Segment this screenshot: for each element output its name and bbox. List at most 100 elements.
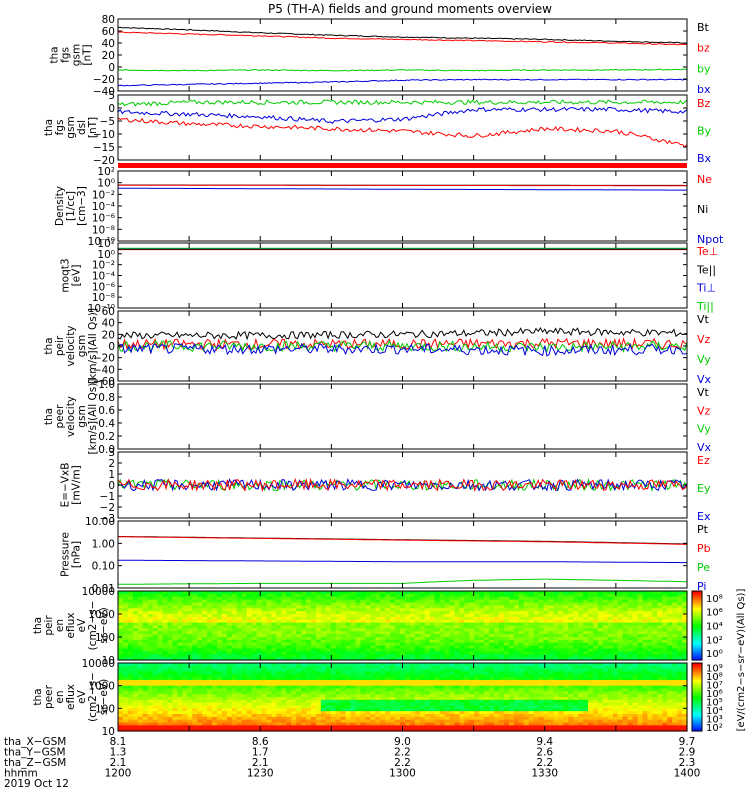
- spectrogram-cell: [414, 663, 421, 667]
- spectrogram-cell: [563, 637, 569, 641]
- spectrogram-cell: [355, 591, 362, 595]
- spectrogram-cell: [142, 654, 149, 658]
- spectrogram-cell: [370, 602, 376, 606]
- spectrogram-cell: [132, 596, 139, 601]
- spectrogram-cell: [548, 599, 555, 604]
- spectrogram-cell: [320, 593, 327, 598]
- legend-by: by: [697, 62, 711, 75]
- spectrogram-cell: [325, 680, 332, 684]
- spectrogram-cell: [350, 628, 357, 632]
- spectrogram-cell: [157, 596, 164, 601]
- spectrogram-cell: [459, 697, 465, 701]
- spectrogram-cell: [118, 694, 124, 698]
- spectrogram-cell: [592, 622, 599, 627]
- spectrogram-cell: [202, 671, 208, 675]
- spectrogram-cell: [498, 591, 505, 595]
- spectrogram-cell: [132, 593, 139, 598]
- spectrogram-cell: [118, 657, 124, 661]
- spectrogram-cell: [122, 665, 129, 670]
- spectrogram-cell: [296, 637, 302, 641]
- spectrogram-cell: [489, 657, 495, 661]
- spectrogram-cell: [241, 657, 248, 661]
- spectrogram-cell: [281, 637, 287, 641]
- legend-Te⊥: Te⊥: [696, 245, 718, 258]
- y-tick-label: 40: [102, 38, 115, 50]
- spectrogram-cell: [409, 608, 416, 612]
- spectrogram-cell: [390, 680, 396, 684]
- spectrogram-cell: [627, 665, 634, 670]
- spectrogram-cell: [424, 614, 431, 618]
- spectrogram-cell: [543, 677, 550, 681]
- spectrogram-cell: [137, 596, 144, 601]
- spectrogram-cell: [365, 622, 371, 627]
- spectrogram-cell: [513, 628, 520, 632]
- spectrogram-cell: [286, 631, 292, 635]
- spectrogram-cell: [429, 702, 436, 707]
- spectrogram-cell: [677, 651, 683, 655]
- spectrogram-cell: [301, 688, 307, 692]
- spectrogram-cell: [122, 616, 129, 621]
- spectrogram-cell: [162, 682, 169, 687]
- spectrogram-cell: [375, 702, 381, 707]
- spectrogram-cell: [667, 657, 673, 661]
- spectrogram-cell: [444, 634, 451, 638]
- spectrogram-cell: [172, 611, 178, 615]
- spectrogram-cell: [400, 614, 406, 618]
- spectrogram-cell: [627, 651, 634, 655]
- legend-Bx: Bx: [697, 152, 712, 165]
- spectrogram-cell: [419, 663, 426, 667]
- spectrogram-cell: [558, 637, 564, 641]
- spectrogram-cell: [370, 665, 376, 670]
- spectrogram-cell: [503, 596, 510, 601]
- spectrogram-cell: [528, 648, 535, 652]
- spectrogram-cell: [434, 697, 441, 701]
- spectrogram-cell: [172, 605, 178, 609]
- spectrogram-cell: [142, 697, 149, 701]
- spectrogram-cell: [167, 663, 174, 667]
- spectrogram-cell: [454, 591, 460, 595]
- spectrogram-cell: [558, 697, 564, 701]
- spectrogram-cell: [157, 680, 164, 684]
- spectrogram-cell: [682, 688, 688, 692]
- spectrogram-cell: [409, 691, 416, 695]
- spectrogram-cell: [662, 699, 668, 704]
- spectrogram-cell: [127, 680, 134, 684]
- spectrogram-cell: [583, 685, 589, 690]
- spectrogram-cell: [251, 611, 258, 615]
- spectrogram-cell: [494, 605, 500, 609]
- spectrogram-cell: [568, 677, 574, 681]
- spectrogram-cell: [543, 599, 550, 604]
- spectrogram-cell: [380, 688, 386, 692]
- spectrogram-cell: [137, 634, 144, 638]
- spectrogram-cell: [464, 639, 470, 644]
- spectrogram-cell: [390, 671, 396, 675]
- spectrogram-cell: [167, 593, 174, 598]
- spectrogram-cell: [627, 674, 634, 678]
- spectrogram-cell: [503, 619, 510, 624]
- spectrogram-cell: [350, 680, 357, 684]
- spectrogram-cell: [122, 691, 129, 695]
- spectrogram-cell: [612, 648, 619, 652]
- spectrogram-cell: [518, 663, 525, 667]
- spectrogram-cell: [271, 705, 277, 709]
- spectrogram-cell: [489, 665, 495, 670]
- spectrogram-cell: [390, 688, 396, 692]
- spectrogram-cell: [508, 639, 515, 644]
- spectrogram-cell: [187, 616, 193, 621]
- spectrogram-cell: [162, 622, 169, 627]
- spectrogram-cell: [404, 671, 411, 675]
- spectrogram-cell: [568, 657, 574, 661]
- spectrogram-cell: [479, 663, 485, 667]
- spectrogram-cell: [578, 648, 584, 652]
- spectrogram-cell: [652, 591, 658, 595]
- spectrogram-cell: [390, 694, 396, 698]
- spectrogram-cell: [642, 674, 649, 678]
- spectrogram-cell: [682, 668, 688, 673]
- spectrogram-cell: [197, 642, 203, 647]
- spectrogram-cell: [122, 663, 129, 667]
- spectrogram-cell: [508, 631, 515, 635]
- spectrogram-cell: [375, 616, 381, 621]
- spectrogram-cell: [216, 702, 223, 707]
- spectrogram-cell: [365, 654, 371, 658]
- spectrogram-cell: [306, 608, 312, 612]
